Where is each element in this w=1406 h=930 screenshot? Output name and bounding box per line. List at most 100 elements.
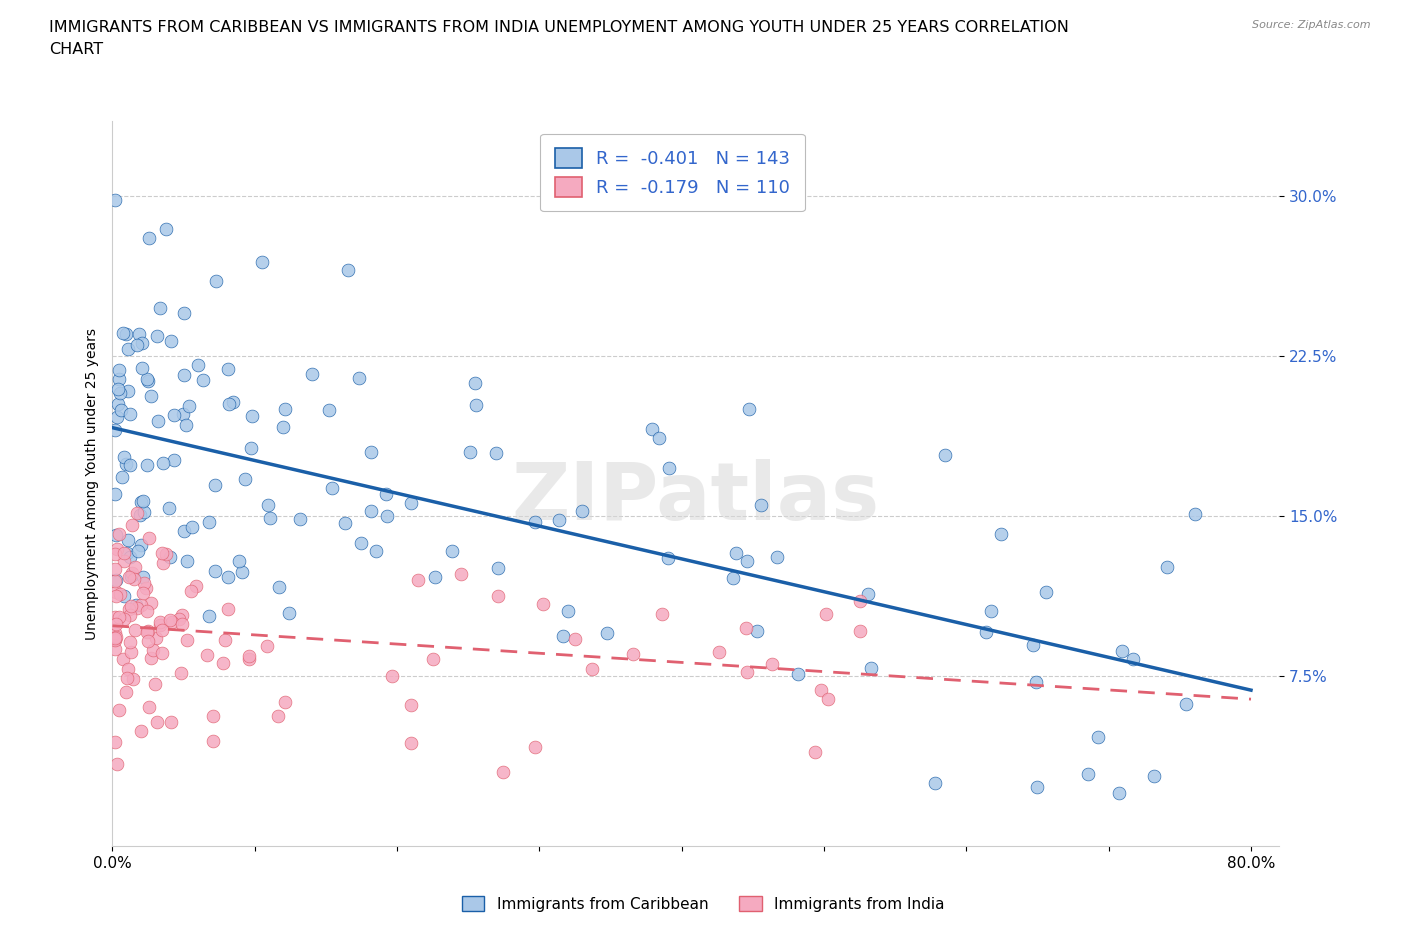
Point — [139, 595, 162, 610]
Point — [120, 569, 142, 584]
Point — [648, 431, 671, 445]
Point — [114, 457, 136, 472]
Point — [177, 399, 200, 414]
Point — [204, 564, 226, 578]
Point — [104, 632, 127, 647]
Point — [657, 551, 679, 565]
Point — [152, 546, 174, 561]
Point — [217, 361, 239, 376]
Point — [152, 456, 174, 471]
Point — [173, 368, 195, 383]
Y-axis label: Unemployment Among Youth under 25 years: Unemployment Among Youth under 25 years — [84, 327, 98, 640]
Point — [135, 604, 157, 618]
Point — [104, 631, 127, 645]
Point — [136, 458, 159, 472]
Point — [277, 606, 299, 621]
Point — [180, 583, 202, 598]
Point — [440, 544, 463, 559]
Point — [1143, 768, 1166, 783]
Point — [301, 366, 323, 381]
Point — [132, 576, 155, 591]
Point — [1035, 584, 1057, 599]
Point — [105, 757, 128, 772]
Point — [621, 646, 644, 661]
Point — [136, 371, 159, 386]
Point — [238, 652, 260, 667]
Point — [139, 651, 162, 666]
Point — [128, 326, 150, 341]
Point — [425, 569, 447, 584]
Point — [115, 546, 138, 561]
Point — [117, 384, 139, 399]
Point — [131, 336, 153, 351]
Point — [105, 589, 128, 604]
Point — [374, 486, 396, 501]
Point — [118, 602, 141, 617]
Point — [118, 550, 141, 565]
Point — [132, 586, 155, 601]
Point — [157, 501, 180, 516]
Text: IMMIGRANTS FROM CARIBBEAN VS IMMIGRANTS FROM INDIA UNEMPLOYMENT AMONG YOUTH UNDE: IMMIGRANTS FROM CARIBBEAN VS IMMIGRANTS … — [49, 20, 1069, 35]
Point — [104, 193, 127, 207]
Point — [557, 604, 579, 618]
Point — [167, 611, 190, 626]
Point — [138, 231, 160, 246]
Point — [485, 445, 508, 460]
Point — [1108, 786, 1130, 801]
Point — [657, 461, 679, 476]
Point — [105, 410, 128, 425]
Point — [129, 538, 152, 552]
Point — [817, 692, 839, 707]
Point — [118, 406, 141, 421]
Point — [564, 631, 586, 646]
Point — [1184, 506, 1206, 521]
Point — [548, 512, 571, 527]
Point — [804, 745, 827, 760]
Point — [118, 607, 141, 622]
Point — [347, 370, 370, 385]
Point — [146, 714, 169, 729]
Point — [159, 550, 181, 565]
Point — [104, 562, 127, 577]
Point — [108, 609, 131, 624]
Point — [112, 450, 135, 465]
Point — [198, 514, 221, 529]
Point — [724, 546, 747, 561]
Point — [259, 511, 281, 525]
Point — [201, 709, 224, 724]
Point — [465, 398, 488, 413]
Point — [406, 573, 429, 588]
Point — [269, 579, 291, 594]
Point — [117, 532, 139, 547]
Point — [149, 615, 172, 630]
Point — [524, 515, 547, 530]
Point — [112, 553, 135, 568]
Point — [129, 495, 152, 510]
Point — [159, 613, 181, 628]
Point — [222, 394, 245, 409]
Point — [129, 597, 152, 612]
Point — [204, 273, 226, 288]
Point — [492, 764, 515, 779]
Point — [231, 565, 253, 580]
Point — [381, 669, 404, 684]
Point — [105, 542, 128, 557]
Point — [125, 598, 148, 613]
Point — [110, 403, 132, 418]
Point — [132, 494, 155, 509]
Point — [159, 333, 181, 348]
Point — [1025, 674, 1047, 689]
Point — [139, 389, 162, 404]
Point — [422, 651, 444, 666]
Point — [146, 413, 169, 428]
Point — [131, 360, 153, 375]
Point — [551, 629, 574, 644]
Point — [160, 714, 183, 729]
Point — [150, 622, 173, 637]
Point — [105, 617, 128, 631]
Point — [240, 408, 263, 423]
Point — [581, 661, 603, 676]
Point — [318, 402, 340, 417]
Point — [856, 586, 879, 601]
Point — [787, 666, 810, 681]
